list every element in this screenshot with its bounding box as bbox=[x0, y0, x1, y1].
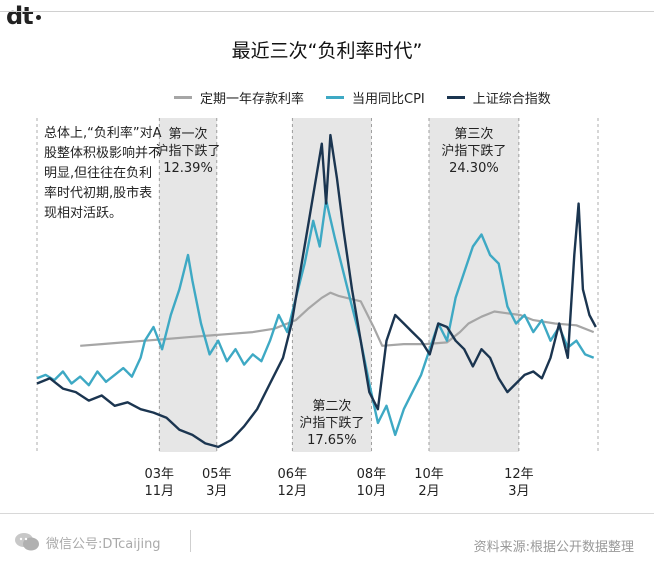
period-2-annotation-line-3: 17.65% bbox=[307, 433, 357, 448]
negative-rate-period-1 bbox=[159, 118, 217, 452]
period-3-annotation-line-3: 24.30% bbox=[449, 161, 499, 176]
period-1-annotation-line-1: 第一次 bbox=[168, 127, 208, 142]
x-tick-label: 12年 3月 bbox=[489, 466, 549, 500]
x-tick-month: 3月 bbox=[508, 484, 530, 499]
footer-divider bbox=[0, 513, 654, 514]
x-tick-label: 10年 2月 bbox=[399, 466, 459, 500]
x-tick-year: 05年 bbox=[202, 467, 232, 482]
x-tick-label: 06年 12月 bbox=[262, 466, 322, 500]
period-1-annotation-line-2: 沪指下跌了 bbox=[155, 144, 221, 159]
shanghai-index-line bbox=[36, 133, 597, 449]
legend-label-shindex: 上证综合指数 bbox=[472, 92, 551, 107]
top-divider bbox=[0, 11, 654, 12]
logo-dot bbox=[35, 14, 41, 20]
x-tick-month: 10月 bbox=[356, 484, 387, 499]
chart-title: 最近三次“负利率时代” bbox=[231, 40, 423, 62]
x-tick-label: 05年 3月 bbox=[187, 466, 247, 500]
legend-swatch-shindex bbox=[446, 96, 465, 99]
legend-item-shindex: 上证综合指数 bbox=[446, 88, 551, 107]
x-tick-month: 12月 bbox=[277, 484, 308, 499]
legend-swatch-cpi bbox=[326, 96, 345, 99]
x-tick-year: 08年 bbox=[356, 467, 387, 482]
source-note: 资料来源:根据公开数据整理 bbox=[473, 540, 634, 555]
legend-item-deposit: 定期一年存款利率 bbox=[174, 88, 304, 107]
x-tick-month: 11月 bbox=[144, 484, 175, 499]
legend-swatch-deposit bbox=[174, 96, 192, 99]
legend-item-cpi: 当用同比CPI bbox=[326, 88, 425, 107]
deposit-rate-line bbox=[80, 291, 595, 347]
period-1-annotation-line-3: 12.39% bbox=[163, 161, 213, 176]
period-3-annotation: 第三次沪指下跌了 24.30% bbox=[409, 126, 539, 177]
x-tick-label: 03年 11月 bbox=[129, 466, 189, 500]
x-tick-month: 3月 bbox=[206, 484, 228, 499]
period-3-annotation-line-1: 第三次 bbox=[454, 127, 494, 142]
dt-logo: dt bbox=[6, 2, 41, 30]
x-tick-year: 06年 bbox=[277, 467, 308, 482]
footer-separator bbox=[190, 530, 191, 552]
period-2-annotation-line-2: 沪指下跌了 bbox=[299, 416, 365, 431]
cpi-line bbox=[36, 199, 595, 437]
chart-legend: 定期一年存款利率 当用同比CPI 上证综合指数 bbox=[174, 88, 573, 107]
x-tick-month: 2月 bbox=[418, 484, 440, 499]
legend-label-deposit: 定期一年存款利率 bbox=[200, 92, 305, 107]
legend-label-cpi: 当用同比CPI bbox=[352, 92, 425, 107]
x-tick-year: 12年 bbox=[504, 467, 534, 482]
period-1-annotation: 第一次沪指下跌了 12.39% bbox=[139, 126, 237, 177]
note-text: 总体上,“负利率”对A股整体积极影响并不明显,但往往在负利率时代初期,股市表现相… bbox=[44, 126, 162, 221]
x-tick-year: 10年 bbox=[414, 467, 444, 482]
period-2-annotation-line-1: 第二次 bbox=[312, 399, 352, 414]
x-tick-label: 08年 10月 bbox=[341, 466, 401, 500]
period-3-annotation-line-2: 沪指下跌了 bbox=[441, 144, 507, 159]
wechat-icon bbox=[15, 533, 39, 551]
x-tick-year: 03年 bbox=[144, 467, 175, 482]
wechat-credit: 微信公号:DTcaijing bbox=[14, 532, 161, 552]
period-2-annotation: 第二次沪指下跌了 17.65% bbox=[272, 398, 391, 449]
wechat-label: 微信公号:DTcaijing bbox=[46, 536, 161, 552]
negative-rate-period-2 bbox=[292, 118, 372, 452]
